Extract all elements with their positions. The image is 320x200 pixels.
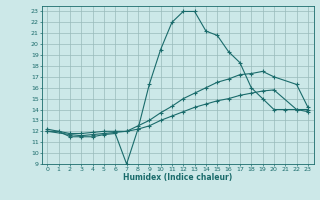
X-axis label: Humidex (Indice chaleur): Humidex (Indice chaleur): [123, 173, 232, 182]
